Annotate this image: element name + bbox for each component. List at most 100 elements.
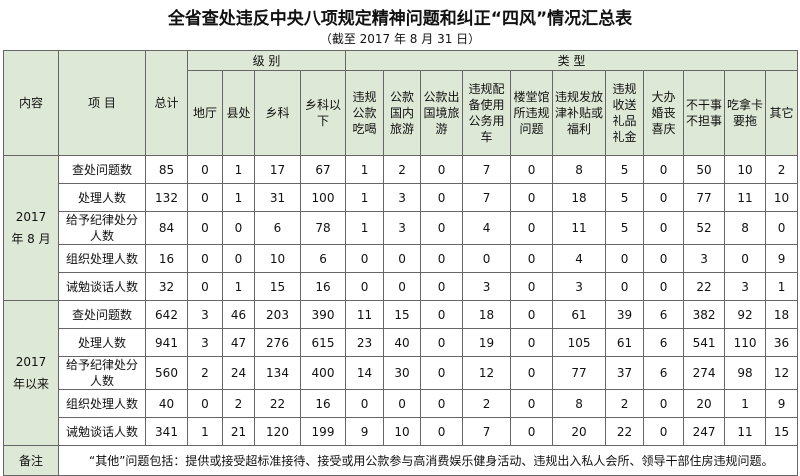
value-cell: 7 [462,417,512,446]
value-cell: 0 [383,272,422,301]
value-cell: 15 [383,300,422,329]
value-cell: 6 [643,328,685,357]
footer-row: 备注 “其他”问题包括：提供或接受超标准接待、接受或用公款参与高消费娱乐健身活动、… [3,445,799,476]
value-cell: 24 [222,356,255,390]
value-cell: 78 [299,211,347,245]
header-cell: 地厅 [187,70,223,156]
group-label-line: 年 8 月 [11,232,51,246]
value-cell: 46 [222,300,255,329]
value-cell: 85 [145,155,188,184]
value-cell: 0 [420,211,464,245]
data-row: 给予纪律处分人数 84 0 0 6 78 1 3 0 4 0 11 5 0 52 8 0 [4,211,799,245]
value-cell: 3 [383,211,422,245]
data-row: 2017 年 8 月查处问题数 85 0 1 17 67 1 2 0 7 0 8 5 0 50 10 2 [3,155,799,301]
value-cell: 203 [254,300,301,329]
header-cell: 违规发放津补贴或福利 [552,70,607,156]
header-cell: 县处 [222,70,255,156]
value-cell: 98 [724,356,767,390]
value-cell: 3 [187,300,223,329]
item-cell: 给予纪律处分人数 [58,356,146,390]
value-cell: 0 [187,211,223,245]
header-cell: 吃拿卡要拖 [724,70,767,156]
value-cell: 5 [605,211,645,245]
group-label-line: 年以来 [12,377,49,391]
header-row: 地厅 县处 乡科 乡科以下 违规公款吃喝 公款国内旅游 公款出国境旅游 违规配备使用公务用车楼… [4,70,799,156]
value-cell: 31 [254,183,301,212]
header-cell: 违规收送礼品礼金 [605,70,645,156]
value-cell: 2 [187,356,223,390]
item-cell: 处理人数 [58,328,146,357]
value-cell: 541 [683,328,726,357]
value-cell: 134 [254,356,301,390]
value-cell: 0 [420,356,464,390]
value-cell: 1 [724,389,767,418]
item-cell: 查处问题数 [58,155,146,184]
value-cell: 16 [299,389,347,418]
value-cell: 22 [254,389,301,418]
value-cell: 1 [765,272,799,301]
value-cell: 61 [605,328,645,357]
value-cell: 2 [383,155,422,184]
value-cell: 10 [724,155,767,184]
item-cell: 处理人数 [58,183,146,212]
data-row: 诫勉谈话人数 32 0 1 15 16 0 0 0 3 0 3 0 0 22 3 1 [4,272,799,301]
header-cell: 不干事不担事 [683,70,726,156]
value-cell: 10 [383,417,422,446]
header-cell: 公款出国境旅游 [420,70,464,156]
value-cell: 100 [299,183,347,212]
value-cell: 20 [683,389,726,418]
value-cell: 0 [187,155,223,184]
value-cell: 941 [145,328,188,357]
value-cell: 0 [420,155,464,184]
value-cell: 10 [254,244,301,273]
value-cell: 0 [510,417,554,446]
value-cell: 400 [299,356,347,390]
value-cell: 0 [643,211,685,245]
value-cell: 8 [552,155,607,184]
value-cell: 7 [462,155,512,184]
value-cell: 120 [254,417,301,446]
value-cell: 0 [510,356,554,390]
data-row: 2017 年以来 查处问题数 642 3 46 203 390 11 15 0 18 0 61 39 6 382… [3,300,799,446]
header-cell: 违规配备使用公务用车 [462,70,512,156]
value-cell: 0 [643,417,685,446]
header-cell: 总计 [145,50,188,156]
value-cell: 3 [724,272,767,301]
value-cell: 105 [552,328,607,357]
subtitle: （截至 2017 年 8 月 31 日） [319,32,481,46]
value-cell: 0 [420,244,464,273]
value-cell: 6 [254,211,301,245]
value-cell: 4 [462,211,512,245]
value-cell: 16 [145,244,188,273]
title: 全省查处违反中央八项规定精神问题和纠正“四风”情况汇总表 [167,9,633,29]
value-cell: 6 [643,356,685,390]
value-cell: 0 [383,389,422,418]
value-cell: 20 [552,417,607,446]
value-cell: 110 [724,328,767,357]
value-cell: 341 [145,417,188,446]
data-row: 组织处理人数 16 0 0 10 6 0 0 0 0 0 4 0 0 3 0 9 [4,244,799,273]
value-cell: 1 [345,155,385,184]
header-cell: 楼堂馆所违规问题 [510,70,554,156]
value-cell: 19 [462,328,512,357]
value-cell: 0 [187,272,223,301]
value-cell: 32 [145,272,188,301]
value-cell: 18 [552,183,607,212]
value-cell: 0 [462,244,512,273]
value-cell: 0 [187,244,223,273]
value-cell: 11 [724,183,767,212]
value-cell: 0 [383,244,422,273]
data-row: 给予纪律处分人数 560 2 24 134 400 14 30 0 12 0 77 37 6 274 98 12 [4,356,799,390]
value-cell: 132 [145,183,188,212]
value-cell: 0 [510,211,554,245]
value-cell: 0 [420,300,464,329]
value-cell: 1 [187,417,223,446]
value-cell: 276 [254,328,301,357]
value-cell: 61 [552,300,607,329]
value-cell: 22 [683,272,726,301]
value-cell: 0 [765,211,799,245]
value-cell: 77 [552,356,607,390]
value-cell: 6 [299,244,347,273]
value-cell: 18 [462,300,512,329]
